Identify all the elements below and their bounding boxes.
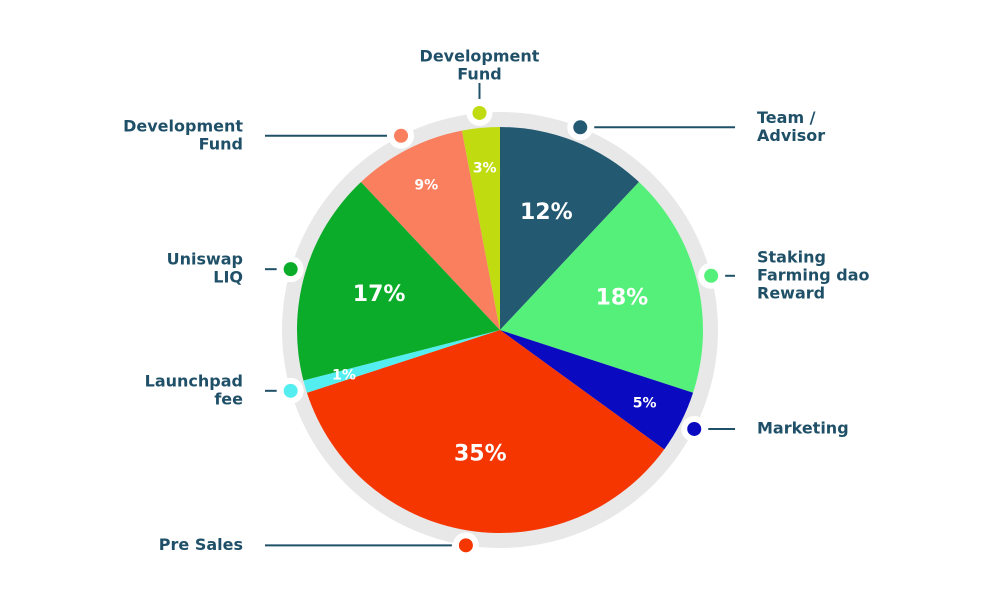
pie-slice: [361, 130, 500, 330]
marker-dot: [394, 128, 409, 143]
category-label: Launchpad: [145, 371, 243, 390]
value-label: 17%: [353, 282, 406, 307]
category-label: Development: [420, 46, 540, 65]
marker-dot: [283, 262, 298, 277]
pie-slice: [461, 127, 500, 330]
category-label: Farming dao: [757, 265, 870, 284]
marker-dot: [573, 120, 588, 135]
value-label: 3%: [473, 160, 497, 176]
category-label: fee: [214, 389, 243, 408]
marker-dot: [687, 421, 702, 436]
category-label: Fund: [457, 64, 501, 83]
pie-slice: [306, 330, 665, 533]
category-label: Pre Sales: [159, 535, 243, 554]
value-label: 5%: [633, 396, 657, 412]
pie-slice: [296, 182, 500, 381]
category-label: LIQ: [213, 268, 243, 287]
category-label: Development: [123, 116, 243, 135]
value-label: 35%: [454, 441, 507, 466]
pie-slice: [500, 182, 704, 393]
value-label: 1%: [332, 367, 356, 383]
category-label: Uniswap: [167, 250, 243, 269]
pie-slice: [303, 330, 500, 393]
category-label: Marketing: [757, 418, 849, 437]
marker-dot: [472, 105, 487, 120]
category-label: Staking: [757, 247, 826, 266]
category-label: Fund: [199, 134, 243, 153]
value-label: 18%: [596, 286, 649, 311]
pie-slice: [500, 127, 639, 330]
category-label: Team /: [757, 108, 816, 127]
marker-dot: [283, 383, 298, 398]
marker-dot: [458, 538, 473, 553]
marker-dot: [704, 268, 719, 283]
value-label: 12%: [520, 200, 573, 225]
category-label: Advisor: [757, 126, 825, 145]
value-label: 9%: [414, 177, 438, 193]
pie-slice: [500, 330, 694, 450]
category-label: Reward: [757, 283, 825, 302]
